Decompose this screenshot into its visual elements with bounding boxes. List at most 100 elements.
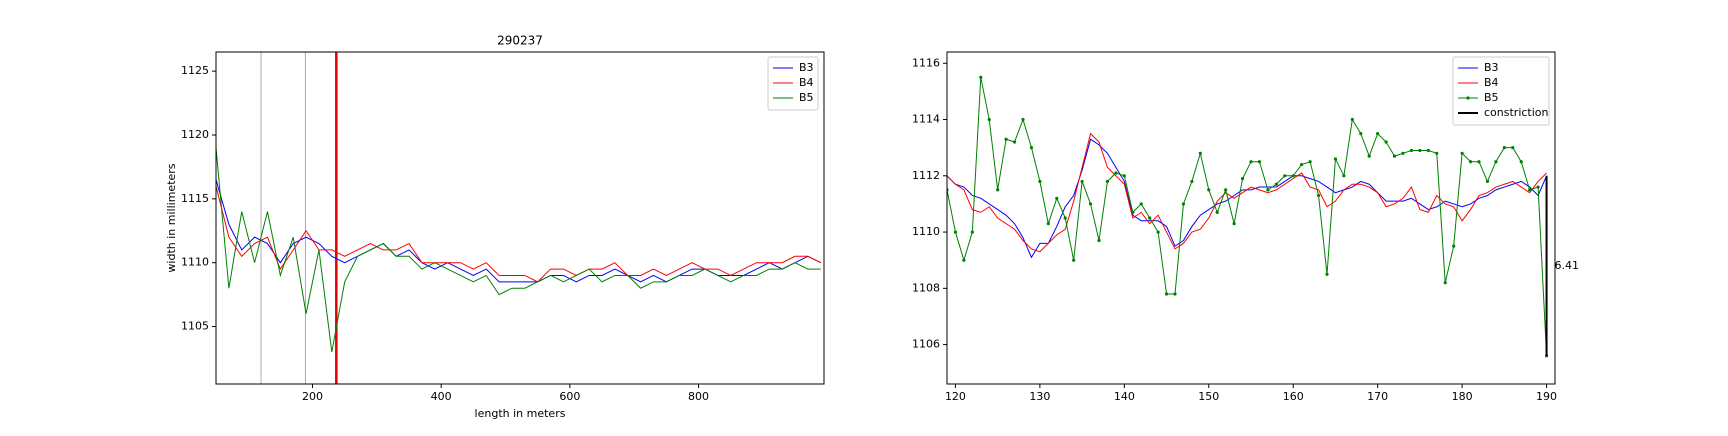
chart-title: 290237 [497, 34, 543, 48]
point [953, 230, 958, 234]
series-line [216, 185, 822, 283]
series-line [216, 147, 821, 353]
point [1536, 185, 1540, 189]
point [1012, 140, 1017, 144]
point [1528, 188, 1532, 192]
x-tick-label: 160 [1283, 390, 1304, 403]
point [1207, 188, 1211, 192]
point [1316, 193, 1321, 198]
point [1283, 174, 1287, 178]
point [1460, 151, 1464, 155]
point [1401, 151, 1405, 155]
x-tick-label: 120 [945, 390, 966, 403]
y-tick-label: 1108 [912, 281, 940, 294]
x-tick-label: 140 [1114, 390, 1135, 403]
plot-area [947, 75, 1549, 358]
point [1164, 292, 1169, 296]
x-tick-label: 150 [1198, 390, 1219, 403]
point [1105, 179, 1110, 184]
x-tick-label: 130 [1029, 390, 1050, 403]
point [1325, 272, 1329, 276]
point [1359, 131, 1363, 136]
point [1063, 216, 1067, 220]
legend-label: B3 [799, 61, 814, 74]
point [1097, 238, 1101, 243]
x-tick-label: 200 [302, 390, 323, 403]
point [1114, 171, 1118, 175]
point [970, 230, 974, 234]
point [1055, 196, 1059, 200]
point [1519, 160, 1523, 164]
point [1249, 160, 1253, 164]
y-tick-label: 1112 [912, 169, 940, 182]
y-tick-label: 1114 [912, 113, 940, 126]
point [1392, 154, 1397, 158]
y-tick-label: 1125 [181, 64, 209, 77]
point [996, 188, 1000, 192]
y-tick-label: 1110 [912, 225, 940, 238]
y-tick-label: 1115 [181, 192, 209, 205]
y-axis-label: width in millimeters [165, 163, 178, 272]
point [1511, 146, 1515, 150]
point [1485, 179, 1490, 184]
y-tick-label: 1106 [912, 338, 940, 351]
point [1308, 160, 1312, 164]
point [1426, 148, 1430, 153]
point [1257, 160, 1262, 164]
point [1367, 154, 1371, 158]
x-tick-label: 800 [688, 390, 709, 403]
point [1274, 182, 1278, 186]
point [1384, 140, 1388, 144]
point [1224, 188, 1228, 192]
point [1046, 222, 1050, 226]
point [987, 117, 991, 122]
point [1240, 177, 1245, 181]
point [1443, 281, 1447, 285]
point [1494, 160, 1498, 164]
legend-label: B5 [799, 91, 814, 104]
x-axis-label: length in meters [475, 407, 566, 420]
point [1156, 230, 1160, 234]
x-tick-label: 190 [1536, 390, 1557, 403]
point [1122, 174, 1126, 178]
point [962, 258, 966, 262]
point [1021, 117, 1025, 122]
axes-frame [215, 51, 825, 385]
point [1452, 244, 1456, 248]
point [1215, 210, 1219, 214]
x-tick-label: 180 [1452, 390, 1473, 403]
y-tick-label: 1105 [181, 320, 209, 333]
point [1072, 258, 1076, 262]
point [1418, 148, 1422, 153]
legend-label: B3 [1484, 61, 1499, 74]
annotation: 6.41 [1555, 259, 1580, 272]
x-tick-label: 400 [431, 390, 452, 403]
legend-label: B4 [799, 76, 814, 89]
point [1502, 146, 1506, 150]
legend-box [1452, 56, 1550, 126]
point [1468, 160, 1473, 164]
point [1350, 117, 1354, 122]
point [1004, 137, 1008, 141]
series-line [947, 77, 1548, 356]
point [1139, 202, 1143, 206]
point [1181, 202, 1186, 206]
point [979, 75, 983, 79]
x-tick-label: 600 [559, 390, 580, 403]
point [1376, 131, 1380, 136]
point [1291, 174, 1295, 178]
point [1342, 174, 1346, 178]
point [1266, 188, 1270, 192]
point [1300, 162, 1304, 167]
point [1029, 146, 1034, 150]
plot-area [216, 52, 822, 384]
point [1190, 179, 1194, 184]
point [1038, 179, 1042, 184]
series-line [947, 132, 1547, 253]
point [1435, 151, 1439, 155]
y-tick-label: 1110 [181, 256, 209, 269]
point [1088, 202, 1093, 206]
legend-label: B5 [1484, 91, 1499, 104]
